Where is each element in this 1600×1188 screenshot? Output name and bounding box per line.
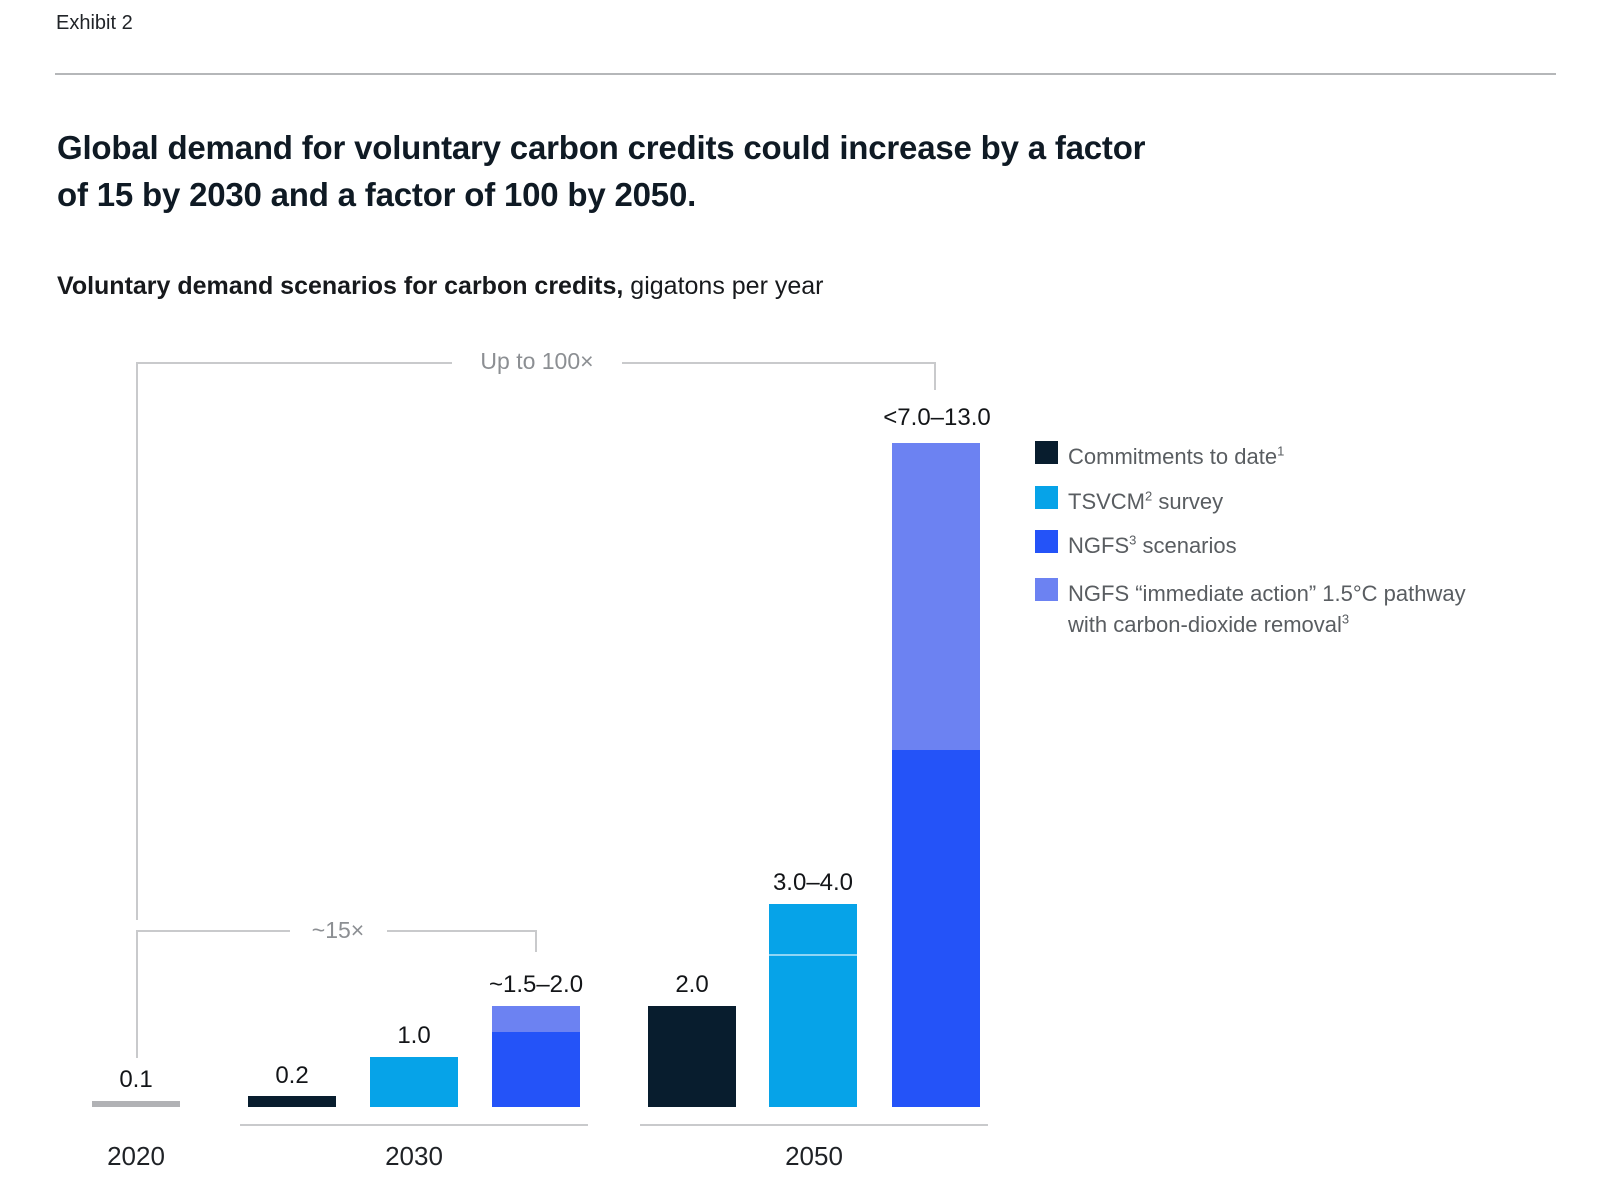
exhibit-label: Exhibit 2 xyxy=(56,12,133,34)
header-divider xyxy=(55,73,1556,75)
axis-2050 xyxy=(640,1124,988,1126)
value-label-2030-commitments: 0.2 xyxy=(275,1062,309,1089)
chart-subtitle: Voluntary demand scenarios for carbon cr… xyxy=(57,272,823,301)
bar-2050-tsvcm xyxy=(769,904,857,1107)
footnote-marker-3: 3 xyxy=(1129,532,1137,548)
legend-swatch-ngfs-cdr xyxy=(1035,578,1058,601)
exhibit-title-line1: Global demand for voluntary carbon credi… xyxy=(57,129,1146,166)
value-label-2050-commitments: 2.0 xyxy=(675,971,709,998)
bar-2020-actual xyxy=(92,1101,180,1107)
legend-swatch-commitments xyxy=(1035,441,1058,464)
value-label-2030-tsvcm: 1.0 xyxy=(397,1022,431,1049)
bracket-15x-left-segment xyxy=(136,930,290,932)
footnote-marker-1: 1 xyxy=(1277,443,1285,459)
bar-2030-ngfs-cdr xyxy=(492,1006,580,1032)
bracket-100x-left-drop xyxy=(136,362,138,920)
bracket-100x-label: Up to 100× xyxy=(480,348,594,374)
bar-2030-ngfs xyxy=(492,1032,580,1107)
legend-swatch-ngfs xyxy=(1035,530,1058,553)
bracket-15x-right-segment xyxy=(387,930,537,932)
value-label-2020-actual: 0.1 xyxy=(119,1066,153,1093)
bracket-15x-right-drop xyxy=(535,930,537,952)
legend-swatch-tsvcm xyxy=(1035,486,1058,509)
bracket-15x-left-drop xyxy=(136,930,138,1058)
legend-item-ngfs-cdr: NGFS “immediate action” 1.5°C pathway wit… xyxy=(1035,578,1466,640)
footnote-marker-3b: 3 xyxy=(1341,611,1350,627)
axis-2030 xyxy=(240,1124,588,1126)
value-label-2030-ngfs: ~1.5–2.0 xyxy=(488,971,584,998)
year-label-2030: 2030 xyxy=(385,1141,443,1171)
legend-label-tsvcm: TSVCM2 survey xyxy=(1068,488,1224,514)
legend-item-commitments: Commitments to date1 xyxy=(1035,441,1284,472)
bar-2050-tsvcm-divider xyxy=(769,954,857,956)
year-label-2020: 2020 xyxy=(107,1141,165,1171)
legend-item-tsvcm: TSVCM2 survey xyxy=(1035,486,1223,517)
legend-label-commitments: Commitments to date1 xyxy=(1068,443,1285,469)
year-label-2050: 2050 xyxy=(785,1141,843,1171)
footnote-marker-2: 2 xyxy=(1145,488,1153,504)
chart-subtitle-unit: gigatons per year xyxy=(623,272,824,300)
exhibit-title-line2: of 15 by 2030 and a factor of 100 by 205… xyxy=(57,176,697,213)
bracket-15x-label: ~15× xyxy=(311,917,365,943)
legend-item-ngfs: NGFS3 scenarios xyxy=(1035,530,1237,561)
bar-2050-commitments xyxy=(648,1006,736,1107)
legend-label-ngfs: NGFS3 scenarios xyxy=(1068,532,1237,558)
value-label-2050-ngfs: <7.0–13.0 xyxy=(883,404,991,431)
bracket-100x-right-segment xyxy=(622,362,936,364)
exhibit-title: Global demand for voluntary carbon credi… xyxy=(57,124,1146,218)
legend-label-ngfs-cdr: NGFS “immediate action” 1.5°C pathway wit… xyxy=(1068,581,1466,637)
bar-2030-tsvcm xyxy=(370,1057,458,1107)
value-label-2050-tsvcm: 3.0–4.0 xyxy=(772,869,854,896)
bracket-100x-left-segment xyxy=(136,362,452,364)
bar-2050-ngfs xyxy=(892,750,980,1107)
bar-2050-ngfs-cdr xyxy=(892,443,980,750)
chart-subtitle-bold: Voluntary demand scenarios for carbon cr… xyxy=(57,272,624,300)
bracket-100x-right-drop xyxy=(934,362,936,390)
bar-2030-commitments xyxy=(248,1096,336,1107)
